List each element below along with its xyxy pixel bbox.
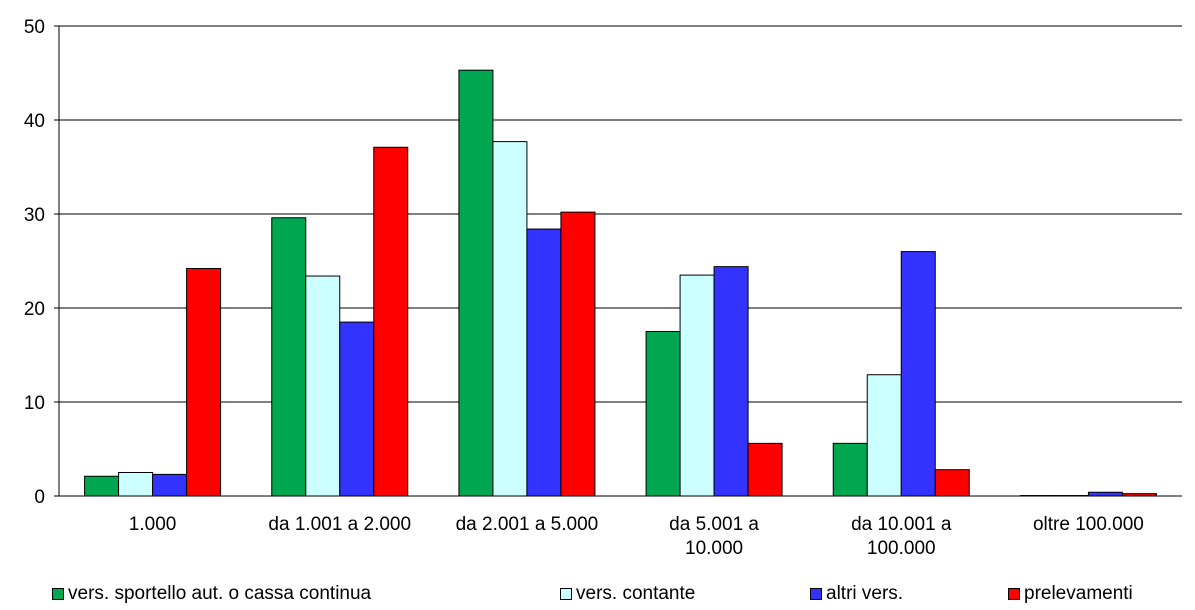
bars [84, 69, 1157, 497]
bar [373, 146, 409, 497]
bar [747, 442, 783, 497]
y-tick-label: 10 [24, 393, 45, 414]
bar [866, 374, 902, 497]
legend-swatch [52, 588, 64, 600]
legend-label: altri vers. [826, 583, 904, 604]
legend-label: prelevamenti [1024, 583, 1133, 604]
bar [934, 469, 970, 497]
gridlines [59, 25, 1182, 403]
y-tick-label: 30 [24, 205, 45, 226]
y-tick-label: 40 [24, 111, 45, 132]
bar [152, 473, 188, 497]
bar [560, 211, 596, 497]
x-tick-label: da 2.001 a 5.000 [456, 514, 599, 535]
x-tick-label: oltre 100.000 [1033, 514, 1144, 535]
bar [271, 217, 307, 497]
axes [54, 25, 1182, 497]
x-tick-label: da 10.001 a 100.000 [851, 514, 952, 559]
x-tick-label: da 5.001 a 10.000 [669, 514, 759, 559]
legend-label: vers. contante [576, 583, 696, 604]
bar [645, 331, 681, 497]
legend-swatch [560, 588, 572, 600]
bar [900, 251, 936, 497]
x-tick-label: 1.000 [129, 514, 177, 535]
bar [492, 141, 528, 497]
bar [458, 69, 494, 497]
bar [305, 275, 341, 497]
legend: vers. sportello aut. o cassa continua ver… [0, 583, 1195, 609]
bar [118, 472, 154, 497]
bar [713, 266, 749, 497]
bar [186, 268, 222, 497]
bar [1087, 491, 1123, 497]
bar [679, 274, 715, 497]
y-tick-label: 20 [24, 299, 45, 320]
legend-item: altri vers. [810, 583, 903, 605]
y-tick-label: 50 [24, 17, 45, 38]
legend-swatch [1008, 588, 1020, 600]
bar [832, 442, 868, 497]
x-tick-label: da 1.001 a 2.000 [268, 514, 411, 535]
legend-swatch [810, 588, 822, 600]
bar [339, 321, 375, 497]
legend-item: vers. sportello aut. o cassa continua [52, 583, 371, 605]
x-tick-labels: 1.000 da 1.001 a 2.000 da 2.001 a 5.000 da … [129, 514, 1144, 559]
y-tick-label: 0 [34, 487, 45, 508]
legend-label: vers. sportello aut. o cassa continua [68, 583, 372, 604]
y-tick-labels: 0 10 20 30 40 50 [24, 17, 45, 508]
legend-item: prelevamenti [1008, 583, 1133, 605]
bar [526, 228, 562, 497]
bar [84, 475, 120, 497]
legend-item: vers. contante [560, 583, 695, 605]
bar-chart: 0 10 20 30 40 50 1.000 da 1.001 a 2.000 da 2.00… [24, 17, 1182, 559]
